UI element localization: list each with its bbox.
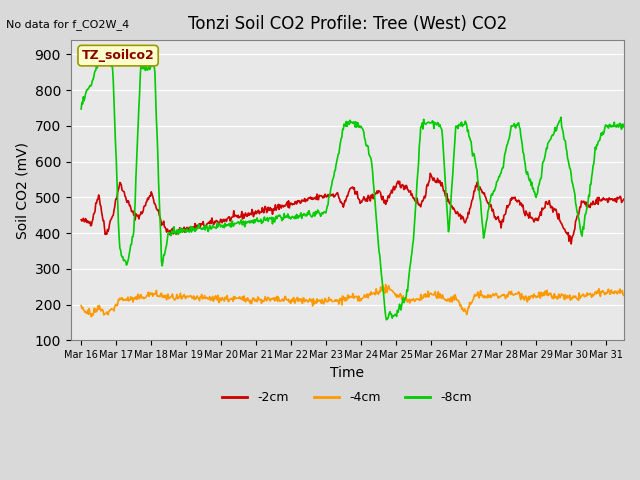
-2cm (309, 196, 317, 202)
-8cm (330, 174, 338, 180)
-2cm (79, 216, 87, 221)
-2cm (620, 196, 628, 202)
-8cm (77, 106, 85, 112)
-8cm (481, 228, 489, 233)
Title: Tonzi Soil CO2 Profile: Tree (West) CO2: Tonzi Soil CO2 Profile: Tree (West) CO2 (188, 15, 507, 33)
-8cm (310, 210, 317, 216)
-2cm (481, 190, 488, 196)
Line: -8cm: -8cm (81, 58, 624, 320)
-2cm (467, 202, 475, 207)
-4cm (77, 303, 85, 309)
Legend: -2cm, -4cm, -8cm: -2cm, -4cm, -8cm (218, 386, 477, 409)
X-axis label: Time: Time (330, 366, 364, 380)
-4cm (468, 300, 476, 306)
Text: No data for f_CO2W_4: No data for f_CO2W_4 (6, 19, 130, 30)
-4cm (481, 295, 489, 300)
-4cm (330, 299, 338, 304)
Line: -2cm: -2cm (81, 173, 624, 244)
-8cm (79, 94, 87, 100)
-2cm (153, 207, 161, 213)
-4cm (310, 296, 317, 301)
-8cm (620, 121, 628, 127)
-2cm (77, 217, 85, 223)
-4cm (382, 282, 390, 288)
-4cm (79, 307, 87, 312)
Y-axis label: Soil CO2 (mV): Soil CO2 (mV) (15, 142, 29, 239)
-4cm (154, 293, 162, 299)
-8cm (100, 55, 108, 61)
-8cm (468, 147, 476, 153)
-8cm (154, 152, 162, 158)
Text: TZ_soilco2: TZ_soilco2 (82, 49, 154, 62)
-2cm (567, 241, 575, 247)
-4cm (620, 292, 628, 298)
-4cm (88, 314, 95, 320)
-2cm (329, 191, 337, 197)
-2cm (426, 170, 434, 176)
Line: -4cm: -4cm (81, 285, 624, 317)
-8cm (383, 317, 390, 323)
